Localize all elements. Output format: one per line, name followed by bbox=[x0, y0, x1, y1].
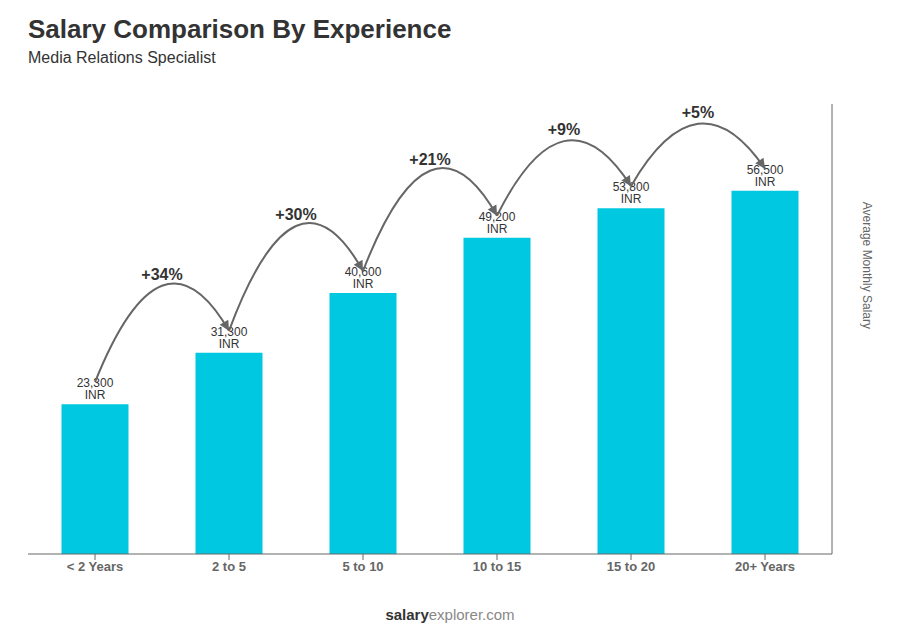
html-text:Salary Comparison By Experienc: Salary Comparison By Experience bbox=[28, 14, 452, 44]
svg-text:10 to 15: 10 to 15 bbox=[473, 559, 521, 574]
html-text:salary explorer.com: salary explorer.com bbox=[385, 606, 515, 623]
svg-text:56,500INR: 56,500INR bbox=[747, 163, 784, 189]
svg-text:+5%: +5% bbox=[682, 104, 714, 121]
html-text:INR: INR bbox=[218, 336, 240, 351]
html-text:Media Relations Specialist: Media Relations Specialist bbox=[28, 49, 216, 66]
svg-text:Average Monthly Salary: Average Monthly Salary bbox=[860, 202, 874, 329]
svg-text:+21%: +21% bbox=[409, 151, 450, 168]
html-text:53,800: 53,800 bbox=[612, 180, 650, 195]
html-text:INR: INR bbox=[352, 277, 374, 291]
svg-text:+34%: +34% bbox=[141, 266, 182, 283]
svg-text:15 to 20: 15 to 20 bbox=[607, 559, 655, 574]
html-text:23,300: 23,300 bbox=[76, 376, 114, 391]
html-text:49,200: 49,200 bbox=[478, 209, 516, 224]
html-text:INR: INR bbox=[620, 192, 642, 207]
svg-text:< 2 Years: < 2 Years bbox=[67, 559, 124, 574]
html-text:40,600: 40,600 bbox=[344, 265, 382, 279]
svg-text:+9%: +9% bbox=[548, 121, 580, 138]
svg-text:20+ Years: 20+ Years bbox=[735, 559, 795, 574]
svg-text:5 to 10: 5 to 10 bbox=[342, 559, 383, 574]
html-text:INR: INR bbox=[486, 221, 508, 236]
html-text:INR: INR bbox=[84, 388, 106, 403]
html-text:31,300: 31,300 bbox=[210, 324, 248, 339]
svg-text:+30%: +30% bbox=[275, 206, 316, 223]
svg-text:2 to 5: 2 to 5 bbox=[212, 559, 246, 574]
